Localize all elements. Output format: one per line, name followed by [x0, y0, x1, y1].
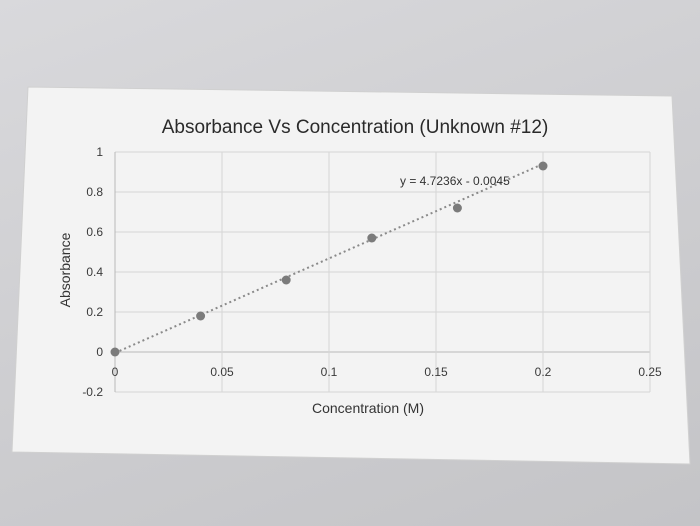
data-point	[281, 275, 291, 285]
x-tick-label: 0.15	[424, 365, 448, 379]
chart-title: Absorbance Vs Concentration (Unknown #12…	[162, 117, 549, 138]
x-tick-label: 0.05	[210, 365, 234, 379]
y-tick-label: 0.6	[86, 225, 103, 239]
paper-sheet	[11, 86, 691, 465]
y-tick-label: -0.2	[82, 385, 103, 399]
trendline-equation: y = 4.7236x - 0.0045	[400, 174, 510, 188]
x-tick-label: 0.25	[638, 365, 662, 379]
x-tick-labels: 0 0.05 0.1 0.15 0.2 0.25	[112, 365, 662, 379]
data-point	[110, 347, 120, 357]
x-tick-label: 0	[112, 365, 119, 379]
y-tick-label: 0	[96, 345, 103, 359]
x-axis-label: Concentration (M)	[312, 400, 424, 416]
data-point	[196, 311, 206, 321]
y-tick-label: 0.8	[86, 185, 103, 199]
data-points	[110, 161, 548, 357]
y-tick-label: 0.2	[86, 305, 103, 319]
data-point	[538, 161, 548, 171]
y-tick-labels: -0.2 0 0.2 0.4 0.6 0.8 1	[82, 145, 103, 399]
data-point	[452, 203, 462, 213]
y-tick-label: 1	[96, 145, 103, 159]
x-tick-label: 0.1	[321, 365, 338, 379]
y-axis-label: Absorbance	[57, 232, 73, 307]
data-point	[367, 233, 377, 243]
grid	[114, 151, 651, 393]
x-tick-label: 0.2	[535, 365, 552, 379]
y-tick-label: 0.4	[86, 265, 103, 279]
